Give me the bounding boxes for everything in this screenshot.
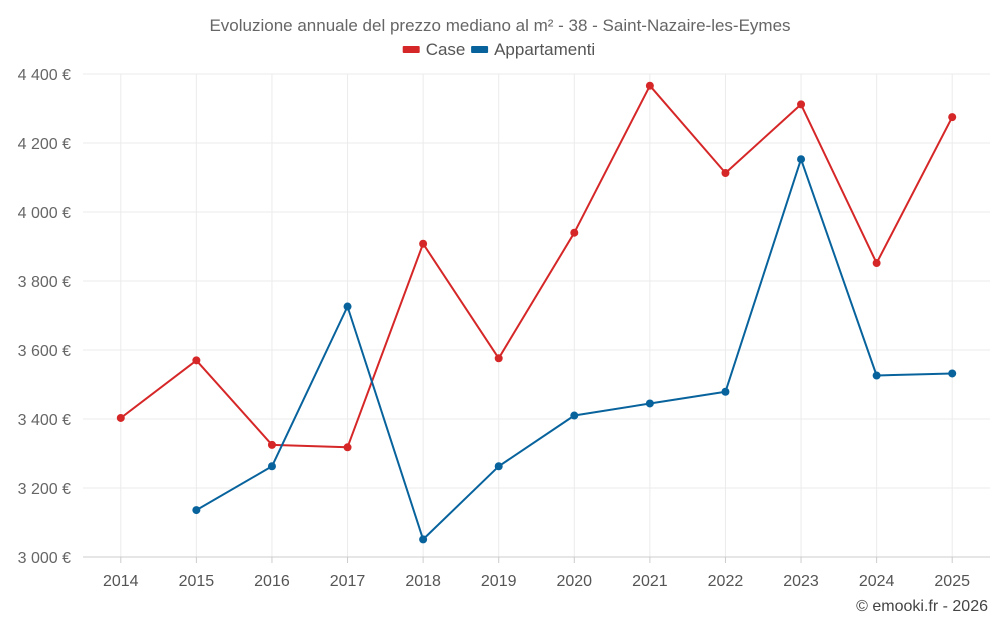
legend-item-case[interactable]: Case <box>402 40 466 59</box>
x-tick-label: 2018 <box>405 573 441 590</box>
data-point[interactable] <box>343 302 352 311</box>
legend-swatch <box>402 46 420 53</box>
y-tick-label: 3 800 € <box>18 274 71 291</box>
data-point[interactable] <box>343 443 352 452</box>
data-point[interactable] <box>267 440 276 449</box>
data-point[interactable] <box>419 239 428 248</box>
data-point[interactable] <box>645 399 654 408</box>
data-point[interactable] <box>797 100 806 109</box>
y-tick-label: 3 600 € <box>18 343 71 360</box>
y-tick-label: 4 200 € <box>18 136 71 153</box>
x-tick-label: 2016 <box>254 573 290 590</box>
legend[interactable]: Case Appartamenti <box>402 40 596 59</box>
data-point[interactable] <box>494 354 503 363</box>
x-tick-label: 2021 <box>632 573 668 590</box>
series-appartamenti[interactable] <box>192 155 957 544</box>
data-point[interactable] <box>948 369 957 378</box>
series-line <box>120 84 954 449</box>
data-point[interactable] <box>721 169 730 178</box>
x-tick-label: 2022 <box>708 573 744 590</box>
y-tick-label: 3 200 € <box>18 481 71 498</box>
y-tick-label: 3 400 € <box>18 412 71 429</box>
legend-swatch <box>471 46 489 53</box>
legend-label: Appartamenti <box>494 40 595 59</box>
series-case[interactable] <box>116 81 957 452</box>
x-tick-label: 2024 <box>859 573 895 590</box>
y-tick-label: 4 400 € <box>18 67 71 84</box>
data-point[interactable] <box>192 506 201 515</box>
data-point[interactable] <box>948 113 957 122</box>
chart-title: Evoluzione annuale del prezzo mediano al… <box>209 16 790 35</box>
x-tick-label: 2017 <box>330 573 366 590</box>
x-tick-label: 2020 <box>556 573 592 590</box>
data-point[interactable] <box>116 413 125 422</box>
series-layer <box>116 81 957 544</box>
x-tick-label: 2015 <box>179 573 215 590</box>
data-point[interactable] <box>645 81 654 90</box>
x-tick-label: 2023 <box>783 573 819 590</box>
credit-text: © emooki.fr - 2026 <box>856 598 988 615</box>
data-point[interactable] <box>267 462 276 471</box>
grid <box>83 73 990 558</box>
x-tick-label: 2019 <box>481 573 517 590</box>
data-point[interactable] <box>570 411 579 420</box>
legend-item-appartamenti[interactable]: Appartamenti <box>471 40 595 59</box>
y-tick-label: 3 000 € <box>18 550 71 567</box>
data-point[interactable] <box>192 356 201 365</box>
y-tick-label: 4 000 € <box>18 205 71 222</box>
legend-label: Case <box>426 40 466 59</box>
data-point[interactable] <box>494 462 503 471</box>
axes: 3 000 € 3 200 € 3 400 € 3 600 € 3 800 € 4 000… <box>18 67 990 590</box>
data-point[interactable] <box>721 387 730 396</box>
data-point[interactable] <box>872 259 881 268</box>
x-tick-label: 2014 <box>103 573 139 590</box>
data-point[interactable] <box>872 371 881 380</box>
data-point[interactable] <box>797 155 806 164</box>
x-tick-label: 2025 <box>934 573 970 590</box>
data-point[interactable] <box>570 228 579 237</box>
data-point[interactable] <box>419 535 428 544</box>
